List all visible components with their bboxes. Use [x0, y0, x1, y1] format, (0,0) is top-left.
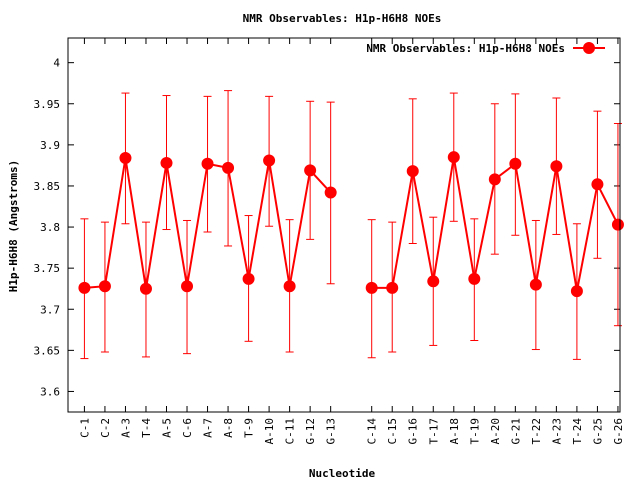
data-point [201, 157, 214, 170]
chart-title: NMR Observables: H1p-H6H8 NOEs [243, 12, 442, 25]
data-point [509, 157, 522, 170]
x-tick-label: G-26 [612, 418, 625, 445]
y-tick-label: 3.85 [34, 180, 61, 193]
y-tick-label: 3.9 [40, 139, 60, 152]
x-tick-label: C-14 [366, 418, 379, 445]
x-tick-label: A-18 [448, 418, 461, 445]
x-tick-label: G-21 [509, 418, 522, 445]
data-point [447, 151, 460, 164]
x-tick-label: T-24 [571, 418, 584, 445]
y-tick-label: 3.75 [34, 262, 61, 275]
data-point [591, 178, 604, 191]
x-tick-label: T-4 [140, 418, 153, 438]
y-tick-label: 3.65 [34, 344, 61, 357]
legend-label: NMR Observables: H1p-H6H8 NOEs [366, 42, 565, 55]
data-point [78, 281, 91, 294]
x-tick-label: A-7 [202, 418, 215, 438]
x-tick-label: A-23 [550, 418, 563, 445]
x-tick-label: T-19 [468, 418, 481, 445]
x-tick-label: A-5 [160, 418, 173, 438]
x-tick-label: T-22 [530, 418, 543, 445]
plot-frame [67, 37, 621, 413]
data-point [119, 152, 132, 165]
data-point [98, 280, 111, 293]
axes-layer: 3.6 3.65 3.7 3.75 3.8 3.85 3.9 3.95 4 C-1 C-2 A-3 T-… [34, 38, 625, 445]
x-tick-label: G-12 [304, 418, 317, 445]
legend-marker [583, 42, 595, 54]
y-tick-label: 4 [53, 57, 60, 70]
x-tick-label: G-16 [407, 418, 420, 445]
x-tick-label: G-25 [591, 418, 604, 445]
data-point [386, 281, 399, 294]
data-point [468, 272, 481, 285]
data-point [406, 165, 419, 178]
x-tick-label: G-13 [325, 418, 338, 445]
data-point [283, 280, 296, 293]
y-tick-label: 3.6 [40, 385, 60, 398]
data-point [611, 218, 624, 231]
data-point [324, 186, 337, 199]
y-tick-label: 3.7 [40, 303, 60, 316]
data-point [570, 285, 583, 298]
legend: NMR Observables: H1p-H6H8 NOEs [366, 42, 605, 55]
y-tick-label: 3.95 [34, 98, 61, 111]
data-point [529, 278, 542, 291]
x-tick-label: C-6 [181, 418, 194, 438]
x-tick-label: A-20 [489, 418, 502, 445]
y-tick-label: 3.8 [40, 221, 60, 234]
data-layer [78, 90, 624, 360]
x-tick-label: A-10 [263, 418, 276, 445]
x-axis-label: Nucleotide [309, 467, 376, 480]
data-point [181, 280, 194, 293]
x-tick-label: A-3 [119, 418, 132, 438]
data-point [139, 282, 152, 295]
data-point [550, 160, 563, 173]
data-point [427, 275, 440, 288]
data-point [263, 154, 276, 167]
y-axis-label: H1p-H6H8 (Angstroms) [7, 160, 20, 292]
x-tick-label: T-17 [427, 418, 440, 445]
x-tick-label: C-11 [284, 418, 297, 445]
x-tick-label: C-1 [78, 418, 91, 438]
data-point [365, 281, 378, 294]
x-tick-label: A-8 [222, 418, 235, 438]
data-point [242, 272, 255, 285]
x-tick-label: C-2 [99, 418, 112, 438]
data-point [488, 173, 501, 186]
data-point [304, 164, 317, 177]
data-point [222, 161, 235, 174]
x-tick-label: C-15 [386, 418, 399, 445]
x-tick-label: T-9 [243, 418, 256, 438]
data-point [160, 156, 173, 169]
